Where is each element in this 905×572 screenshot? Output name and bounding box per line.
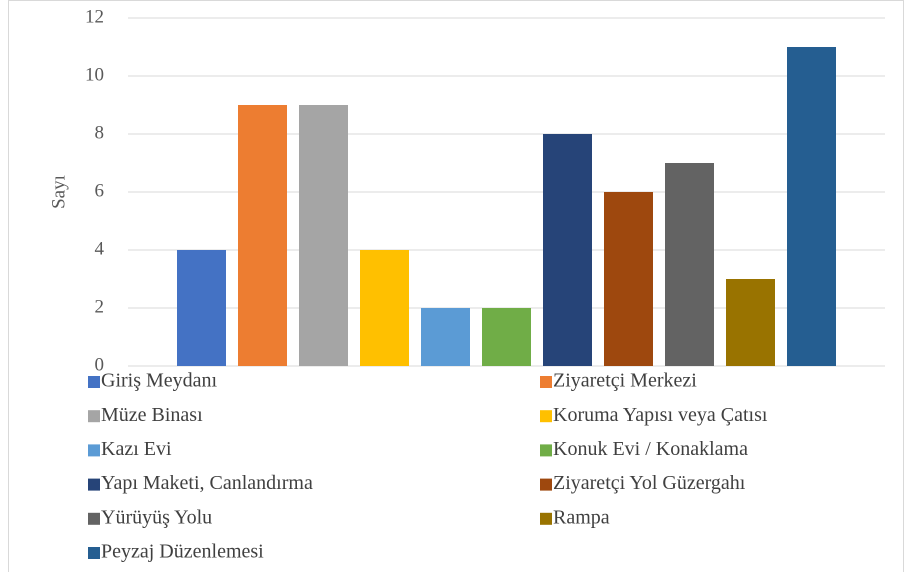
legend-swatch — [540, 376, 552, 388]
legend-swatch — [88, 410, 100, 423]
y-tick-label: 6 — [95, 180, 105, 201]
bar — [787, 47, 836, 366]
y-tick-label: 8 — [95, 122, 105, 143]
legend-label: Yapı Maketi, Canlandırma — [101, 472, 313, 494]
bar — [665, 163, 714, 366]
bar — [604, 192, 653, 366]
legend-swatch — [540, 410, 552, 423]
y-tick-label: 12 — [85, 6, 104, 27]
legend-label: Giriş Meydanı — [101, 370, 218, 392]
legend-label: Ziyaretçi Merkezi — [553, 370, 697, 392]
y-tick-label: 10 — [85, 64, 104, 85]
legend-swatch — [540, 512, 552, 525]
bar — [360, 250, 409, 366]
bar — [238, 105, 287, 366]
legend-label: Rampa — [553, 506, 610, 528]
legend-label: Ziyaretçi Yol Güzergahı — [553, 472, 746, 494]
legend-label: Peyzaj Düzenlemesi — [101, 541, 264, 563]
y-tick-label: 2 — [95, 296, 105, 317]
bar — [543, 134, 592, 366]
legend-swatch — [540, 444, 552, 457]
legend-swatch — [88, 512, 100, 525]
legend-swatch — [88, 547, 100, 559]
bar — [421, 308, 470, 366]
legend-label: Yürüyüş Yolu — [101, 506, 212, 528]
chart-border — [8, 0, 904, 572]
y-tick-label: 0 — [95, 354, 105, 375]
legend-swatch — [88, 478, 100, 491]
bar — [482, 308, 531, 366]
legend-label: Koruma Yapısı veya Çatısı — [553, 404, 768, 426]
legend-swatch — [540, 478, 552, 491]
legend-label: Kazı Evi — [101, 438, 172, 460]
legend-label: Konuk Evi / Konaklama — [553, 438, 748, 460]
legend-label: Müze Binası — [101, 404, 203, 426]
bar — [726, 279, 775, 366]
y-axis-label: Sayı — [48, 175, 69, 209]
y-tick-label: 4 — [95, 238, 105, 259]
bar — [299, 105, 348, 366]
bar — [177, 250, 226, 366]
legend-swatch — [88, 444, 100, 457]
legend-swatch — [88, 376, 100, 388]
